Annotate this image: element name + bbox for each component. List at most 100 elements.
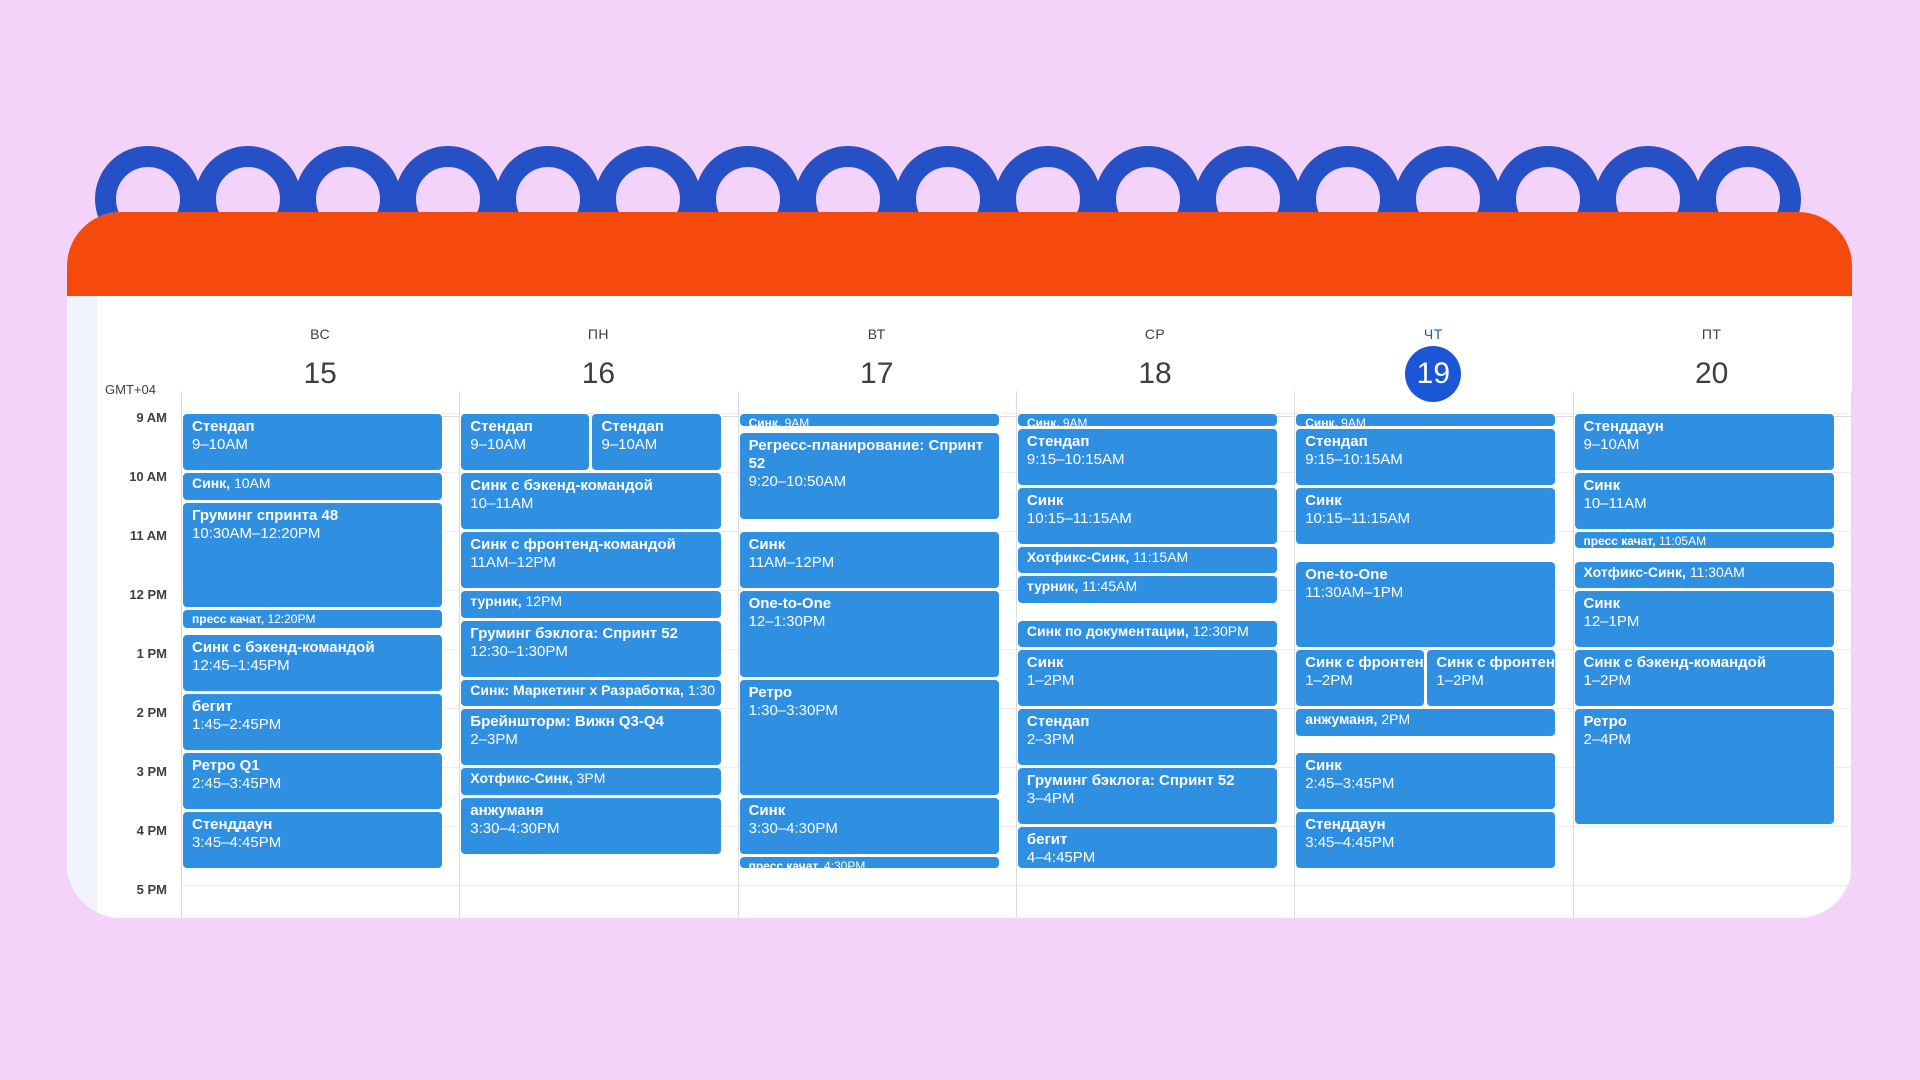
calendar-event[interactable]: Груминг бэклога: Спринт 52 3–4PM <box>1016 767 1279 825</box>
event-title: Брейншторм: Вижн Q3-Q4 <box>470 713 664 730</box>
event-title: Синк <box>1583 595 1621 612</box>
event-time: 9–10AM <box>1583 436 1640 453</box>
calendar-event[interactable]: анжуманя 3:30–4:30PM <box>460 796 722 855</box>
calendar-event[interactable]: Синк: Маркетинг х Разработка, 1:30 <box>460 678 722 707</box>
date-number[interactable]: 17 <box>860 357 894 390</box>
calendar-event[interactable]: Брейншторм: Вижн Q3-Q4 2–3PM <box>460 708 722 766</box>
event-title: Синк с фронтенд <box>1305 654 1426 671</box>
binder-ring <box>1395 146 1501 220</box>
event-time: 12:20PM <box>267 612 316 627</box>
calendar-event[interactable]: Синк с бэкенд-командой 12:45–1:45PM <box>182 634 444 693</box>
event-time: 11:15AM <box>1133 548 1189 565</box>
date-number[interactable]: 16 <box>581 357 616 390</box>
calendar-event[interactable]: Синк, 10AM <box>182 472 444 501</box>
calendar-event[interactable]: Ретро 2–4PM <box>1573 708 1835 825</box>
date-number[interactable]: 20 <box>1694 357 1729 390</box>
event-title: Стенддаун <box>1305 816 1386 834</box>
left-strip <box>67 296 97 918</box>
binder-ring <box>295 146 401 220</box>
binder-ring <box>495 146 601 220</box>
event-title: Синк с бэкенд-командой <box>192 639 375 657</box>
time-label: 3 PM <box>136 764 167 779</box>
date-number[interactable]: 15 <box>303 357 337 390</box>
calendar-event[interactable]: анжуманя, 2PM <box>1295 708 1557 737</box>
calendar-event[interactable]: Синк, 9AM <box>1295 413 1557 427</box>
event-title: One-to-One <box>1305 565 1388 583</box>
event-time: 2:45–3:45PM <box>1305 775 1395 793</box>
event-title: Хотфикс-Синк, <box>1583 563 1690 580</box>
calendar-event[interactable]: пресс качат, 11:05AM <box>1573 531 1835 550</box>
calendar-event[interactable]: Синк с бэкенд-командой 10–11AM <box>460 472 722 530</box>
calendar-event[interactable]: Синк с фронтенд 1–2PM <box>1426 649 1557 707</box>
event-time: 1–2PM <box>1583 672 1632 689</box>
event-title: бегит <box>1026 831 1068 848</box>
calendar-event[interactable]: Стендап 9–10AM <box>591 413 722 471</box>
calendar-event[interactable]: Груминг бэклога: Спринт 52 12:30–1:30PM <box>460 619 722 678</box>
calendar-event[interactable]: Синк с фронтенд-командой 11AM–12PM <box>460 531 722 589</box>
calendar-event[interactable]: Синк 10–11AM <box>1573 472 1835 530</box>
calendar-event[interactable]: Синк 3:30–4:30PM <box>738 796 1000 855</box>
calendar-event[interactable]: Синк 2:45–3:45PM <box>1295 752 1557 811</box>
event-time: 12:45–1:45PM <box>192 657 290 675</box>
calendar-event[interactable]: Синк 1–2PM <box>1016 649 1279 707</box>
event-title: турник, <box>1026 578 1083 595</box>
day-of-week: СР <box>1144 326 1166 342</box>
day-header-16[interactable]: ПН 16 <box>459 296 737 416</box>
event-title: Стендап <box>1026 713 1090 730</box>
calendar-event[interactable]: пресс качат, 12:20PM <box>182 609 444 629</box>
calendar-event[interactable]: Синк 10:15–11:15AM <box>1016 486 1279 545</box>
calendar-event[interactable]: Груминг спринта 48 10:30AM–12:20PM <box>182 501 444 609</box>
binder-ring <box>695 146 801 220</box>
calendar-event[interactable]: Стендап 9–10AM <box>182 413 444 471</box>
calendar-event[interactable]: Стендап 2–3PM <box>1016 708 1279 766</box>
event-time: 1:30–3:30PM <box>748 701 838 719</box>
calendar-event[interactable]: бегит 1:45–2:45PM <box>182 693 444 752</box>
calendar-event[interactable]: Синк, 9AM <box>1016 413 1279 427</box>
calendar-event[interactable]: One-to-One 11:30AM–1PM <box>1295 560 1557 648</box>
calendar-event[interactable]: Хотфикс-Синк, 11:30AM <box>1573 560 1835 589</box>
today-date-number[interactable]: 19 <box>1405 346 1462 402</box>
calendar-event[interactable]: Стенддаун 3:45–4:45PM <box>182 811 444 870</box>
calendar-event[interactable]: Стендап 9:15–10:15AM <box>1016 427 1279 486</box>
event-time: 3PM <box>576 770 606 786</box>
date-number[interactable]: 18 <box>1138 357 1172 390</box>
day-header-15[interactable]: ВС 15 <box>181 296 459 416</box>
calendar-event[interactable]: Стенддаун 9–10AM <box>1573 413 1835 471</box>
day-header-17[interactable]: ВТ 17 <box>738 296 1016 416</box>
calendar-event[interactable]: Синк 12–1PM <box>1573 590 1835 648</box>
event-title: Синк <box>1026 654 1064 671</box>
event-time: 10AM <box>233 475 271 491</box>
calendar-event[interactable]: пресс качат, 4:30PM <box>738 855 1000 870</box>
calendar-event[interactable]: Стендап 9–10AM <box>460 413 591 471</box>
calendar-event[interactable]: Ретро Q1 2:45–3:45PM <box>182 752 444 811</box>
binder-ring <box>1695 146 1801 220</box>
day-header-20[interactable]: ПТ 20 <box>1573 296 1851 416</box>
event-title: Стенддаун <box>1583 418 1664 435</box>
calendar-event[interactable]: Синк по документации, 12:30PM <box>1016 619 1279 648</box>
event-time: 11:30AM <box>1689 563 1745 580</box>
time-label: 2 PM <box>136 705 167 720</box>
calendar-event[interactable]: бегит 4–4:45PM <box>1016 826 1279 870</box>
calendar-event[interactable]: Синк с фронтенд 1–2PM <box>1295 649 1426 707</box>
calendar-event[interactable]: One-to-One 12–1:30PM <box>738 590 1000 678</box>
event-time: 12PM <box>525 593 563 609</box>
day-header-18[interactable]: СР 18 <box>1016 296 1294 416</box>
event-title: One-to-One <box>748 595 832 612</box>
calendar-event[interactable]: Ретро 1:30–3:30PM <box>738 678 1000 796</box>
calendar-event[interactable]: турник, 11:45AM <box>1016 575 1279 604</box>
calendar-event[interactable]: Хотфикс-Синк, 11:15AM <box>1016 545 1279 575</box>
calendar-event[interactable]: Синк с бэкенд-командой 1–2PM <box>1573 649 1835 707</box>
event-time: 9:15–10:15AM <box>1305 450 1403 468</box>
calendar-event[interactable]: Синк 11AM–12PM <box>738 531 1000 589</box>
calendar-event[interactable]: турник, 12PM <box>460 590 722 619</box>
calendar-event[interactable]: Стендап 9:15–10:15AM <box>1295 427 1557 486</box>
calendar-event[interactable]: Синк 10:15–11:15AM <box>1295 486 1557 545</box>
calendar-event[interactable]: Регресс-планирование: Спринт 52 9:20–10:5… <box>738 432 1000 520</box>
calendar-event[interactable]: Стенддаун 3:45–4:45PM <box>1295 811 1557 870</box>
calendar-event[interactable]: Хотфикс-Синк, 3PM <box>460 767 722 796</box>
day-header-19[interactable]: ЧТ 19 <box>1294 296 1572 416</box>
day-separator <box>737 391 739 918</box>
calendar-event[interactable]: Синк, 9AM <box>738 413 1000 427</box>
event-time: 4:30PM <box>824 858 866 870</box>
